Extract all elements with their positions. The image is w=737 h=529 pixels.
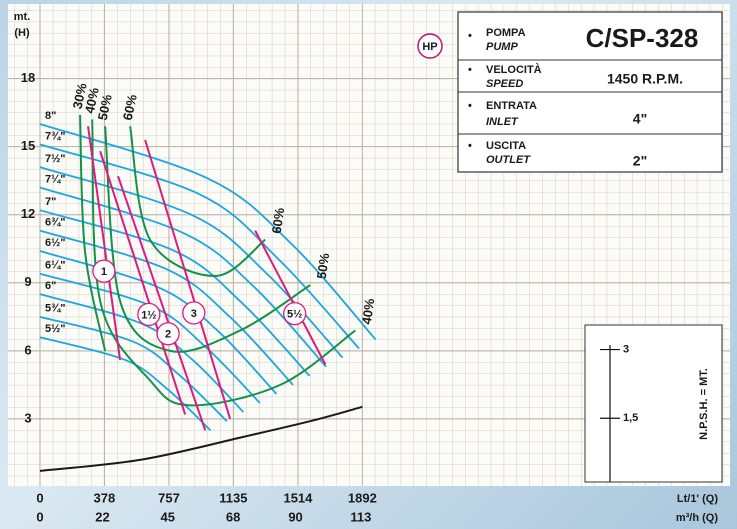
efficiency-label: 40%	[82, 86, 102, 115]
info-value: 1450 R.P.M.	[607, 71, 683, 87]
info-value: C/SP-328	[586, 23, 699, 53]
diameter-label: 7¼"	[45, 173, 66, 185]
power-line	[99, 150, 187, 415]
diameter-label: 8"	[45, 110, 56, 122]
hp-badge-text: HP	[422, 41, 437, 53]
info-label: VELOCITÀ	[486, 63, 542, 76]
efficiency-label: 60%	[120, 93, 140, 122]
svg-text:•: •	[468, 100, 472, 112]
x2-tick-label: 45	[161, 509, 175, 524]
efficiency-curve	[79, 114, 107, 352]
info-value: 4"	[633, 111, 647, 127]
hp-badge	[417, 33, 443, 59]
power-line	[117, 175, 207, 431]
diameter-label: 6¾"	[45, 217, 66, 229]
power-label: 3	[191, 308, 197, 320]
info-label: USCITA	[486, 140, 526, 152]
y-tick-label: 9	[24, 274, 31, 289]
info-label-en: SPEED	[486, 78, 523, 90]
efficiency-label: 50%	[314, 252, 333, 280]
y-tick-label: 3	[24, 410, 31, 425]
head-curve	[39, 272, 261, 404]
diameter-label: 6"	[45, 280, 56, 292]
power-line	[87, 126, 122, 361]
x-tick-label: 378	[94, 490, 116, 505]
y-tick-label: 12	[21, 206, 35, 221]
x-label: Lt/1' (Q)	[677, 493, 718, 505]
x2-tick-label: 68	[226, 509, 240, 524]
svg-text:•: •	[468, 30, 472, 42]
power-label: 2	[165, 329, 171, 341]
x2-tick-label: 113	[350, 509, 371, 524]
efficiency-curve	[91, 119, 356, 407]
info-box: • • • • POMPA PUMP C/SP-328 VELOCITÀ SPE…	[457, 11, 723, 173]
svg-text:•: •	[468, 64, 472, 76]
diameter-label: 5½"	[45, 323, 66, 335]
efficiency-label: 40%	[359, 297, 378, 325]
power-badge	[137, 302, 161, 327]
x2-label: m³/h (Q)	[676, 512, 718, 524]
y-tick-label: 6	[24, 342, 31, 357]
info-label-en: OUTLET	[486, 154, 531, 166]
diameter-label: 7"	[45, 196, 56, 208]
head-curve	[39, 166, 344, 359]
power-line	[254, 230, 327, 365]
y-label: (H)	[14, 27, 30, 39]
x-tick-label: 1135	[219, 490, 247, 505]
diameter-label: 7½"	[45, 153, 66, 165]
diameter-label: 6½"	[45, 237, 66, 249]
y2-tick-label: 1,5	[623, 412, 638, 424]
npsh-box: N.P.S.H. = MT.	[584, 324, 723, 483]
power-label: 1	[101, 266, 107, 278]
y-label-unit: mt.	[14, 11, 31, 23]
info-value: 2"	[633, 153, 647, 169]
x-tick-label: 0	[36, 490, 43, 505]
svg-text:•: •	[468, 140, 472, 152]
diameter-label: 5¾"	[45, 303, 66, 315]
y2-tick-label: 3	[623, 343, 629, 355]
diameter-label: 7¾"	[45, 130, 66, 142]
power-line	[144, 139, 232, 420]
head-curve	[39, 229, 294, 386]
npsh-curve	[39, 405, 363, 472]
info-label: POMPA	[486, 27, 526, 39]
efficiency-curve	[129, 126, 266, 277]
efficiency-label: 60%	[269, 206, 288, 234]
power-badge	[182, 301, 206, 325]
power-label: 1½	[141, 309, 156, 321]
x2-tick-label: 22	[95, 509, 109, 524]
x-tick-label: 1892	[348, 490, 377, 505]
info-label: ENTRATA	[486, 100, 537, 112]
x-tick-label: 757	[158, 490, 180, 505]
info-label-en: INLET	[486, 116, 519, 128]
efficiency-label: 30%	[70, 81, 90, 110]
power-badge	[92, 259, 116, 283]
head-curve	[39, 315, 228, 422]
y-tick-label: 18	[21, 70, 35, 85]
power-badge	[156, 322, 180, 346]
diameter-label: 6¼"	[45, 260, 66, 272]
y-tick-label: 15	[21, 138, 35, 153]
head-curve	[39, 143, 360, 350]
power-badge	[283, 301, 307, 326]
efficiency-label: 50%	[95, 93, 115, 122]
y2-label: N.P.S.H. = MT.	[698, 368, 710, 440]
x2-tick-label: 90	[288, 509, 302, 524]
head-curve	[39, 336, 211, 431]
x-tick-label: 1514	[283, 490, 313, 505]
power-label: 5½	[287, 309, 302, 321]
head-curve	[39, 186, 327, 368]
x2-tick-label: 0	[36, 509, 43, 524]
info-label-en: PUMP	[486, 41, 518, 53]
